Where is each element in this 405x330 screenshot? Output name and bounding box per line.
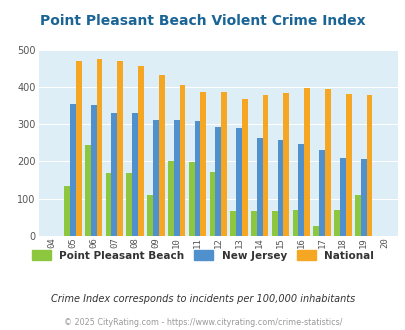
Text: Crime Index corresponds to incidents per 100,000 inhabitants: Crime Index corresponds to incidents per… bbox=[51, 294, 354, 304]
Bar bbox=[277, 141, 283, 236]
Text: Point Pleasant Beach Violent Crime Index: Point Pleasant Beach Violent Crime Index bbox=[40, 15, 365, 28]
Bar bbox=[188, 162, 194, 236]
Bar bbox=[158, 75, 164, 236]
Bar bbox=[173, 120, 179, 236]
Bar bbox=[256, 138, 262, 236]
Bar bbox=[235, 128, 241, 236]
Bar bbox=[283, 93, 288, 236]
Bar bbox=[168, 161, 173, 236]
Legend: Point Pleasant Beach, New Jersey, National: Point Pleasant Beach, New Jersey, Nation… bbox=[29, 247, 376, 264]
Bar bbox=[117, 61, 123, 236]
Bar bbox=[318, 150, 324, 236]
Bar bbox=[230, 211, 235, 236]
Bar bbox=[324, 89, 330, 236]
Bar bbox=[345, 94, 351, 236]
Bar bbox=[215, 127, 221, 236]
Bar bbox=[271, 211, 277, 236]
Bar bbox=[354, 195, 360, 236]
Bar bbox=[200, 92, 206, 236]
Bar bbox=[111, 113, 117, 236]
Bar bbox=[366, 95, 371, 236]
Bar bbox=[85, 145, 90, 236]
Bar bbox=[313, 225, 318, 236]
Bar bbox=[153, 120, 158, 236]
Bar bbox=[360, 159, 366, 236]
Bar bbox=[96, 59, 102, 236]
Bar bbox=[105, 173, 111, 236]
Bar bbox=[241, 99, 247, 236]
Bar bbox=[292, 210, 298, 236]
Bar bbox=[126, 173, 132, 236]
Bar bbox=[221, 92, 226, 236]
Text: © 2025 CityRating.com - https://www.cityrating.com/crime-statistics/: © 2025 CityRating.com - https://www.city… bbox=[64, 318, 341, 327]
Bar bbox=[194, 121, 200, 236]
Bar bbox=[70, 104, 76, 236]
Bar bbox=[179, 85, 185, 236]
Bar bbox=[132, 113, 138, 236]
Bar bbox=[303, 87, 309, 236]
Bar bbox=[333, 210, 339, 236]
Bar bbox=[147, 195, 153, 236]
Bar bbox=[90, 105, 96, 236]
Bar bbox=[339, 158, 345, 236]
Bar bbox=[138, 66, 143, 236]
Bar bbox=[64, 186, 70, 236]
Bar bbox=[262, 95, 268, 236]
Bar bbox=[209, 172, 215, 236]
Bar bbox=[250, 211, 256, 236]
Bar bbox=[76, 61, 81, 236]
Bar bbox=[298, 144, 303, 236]
